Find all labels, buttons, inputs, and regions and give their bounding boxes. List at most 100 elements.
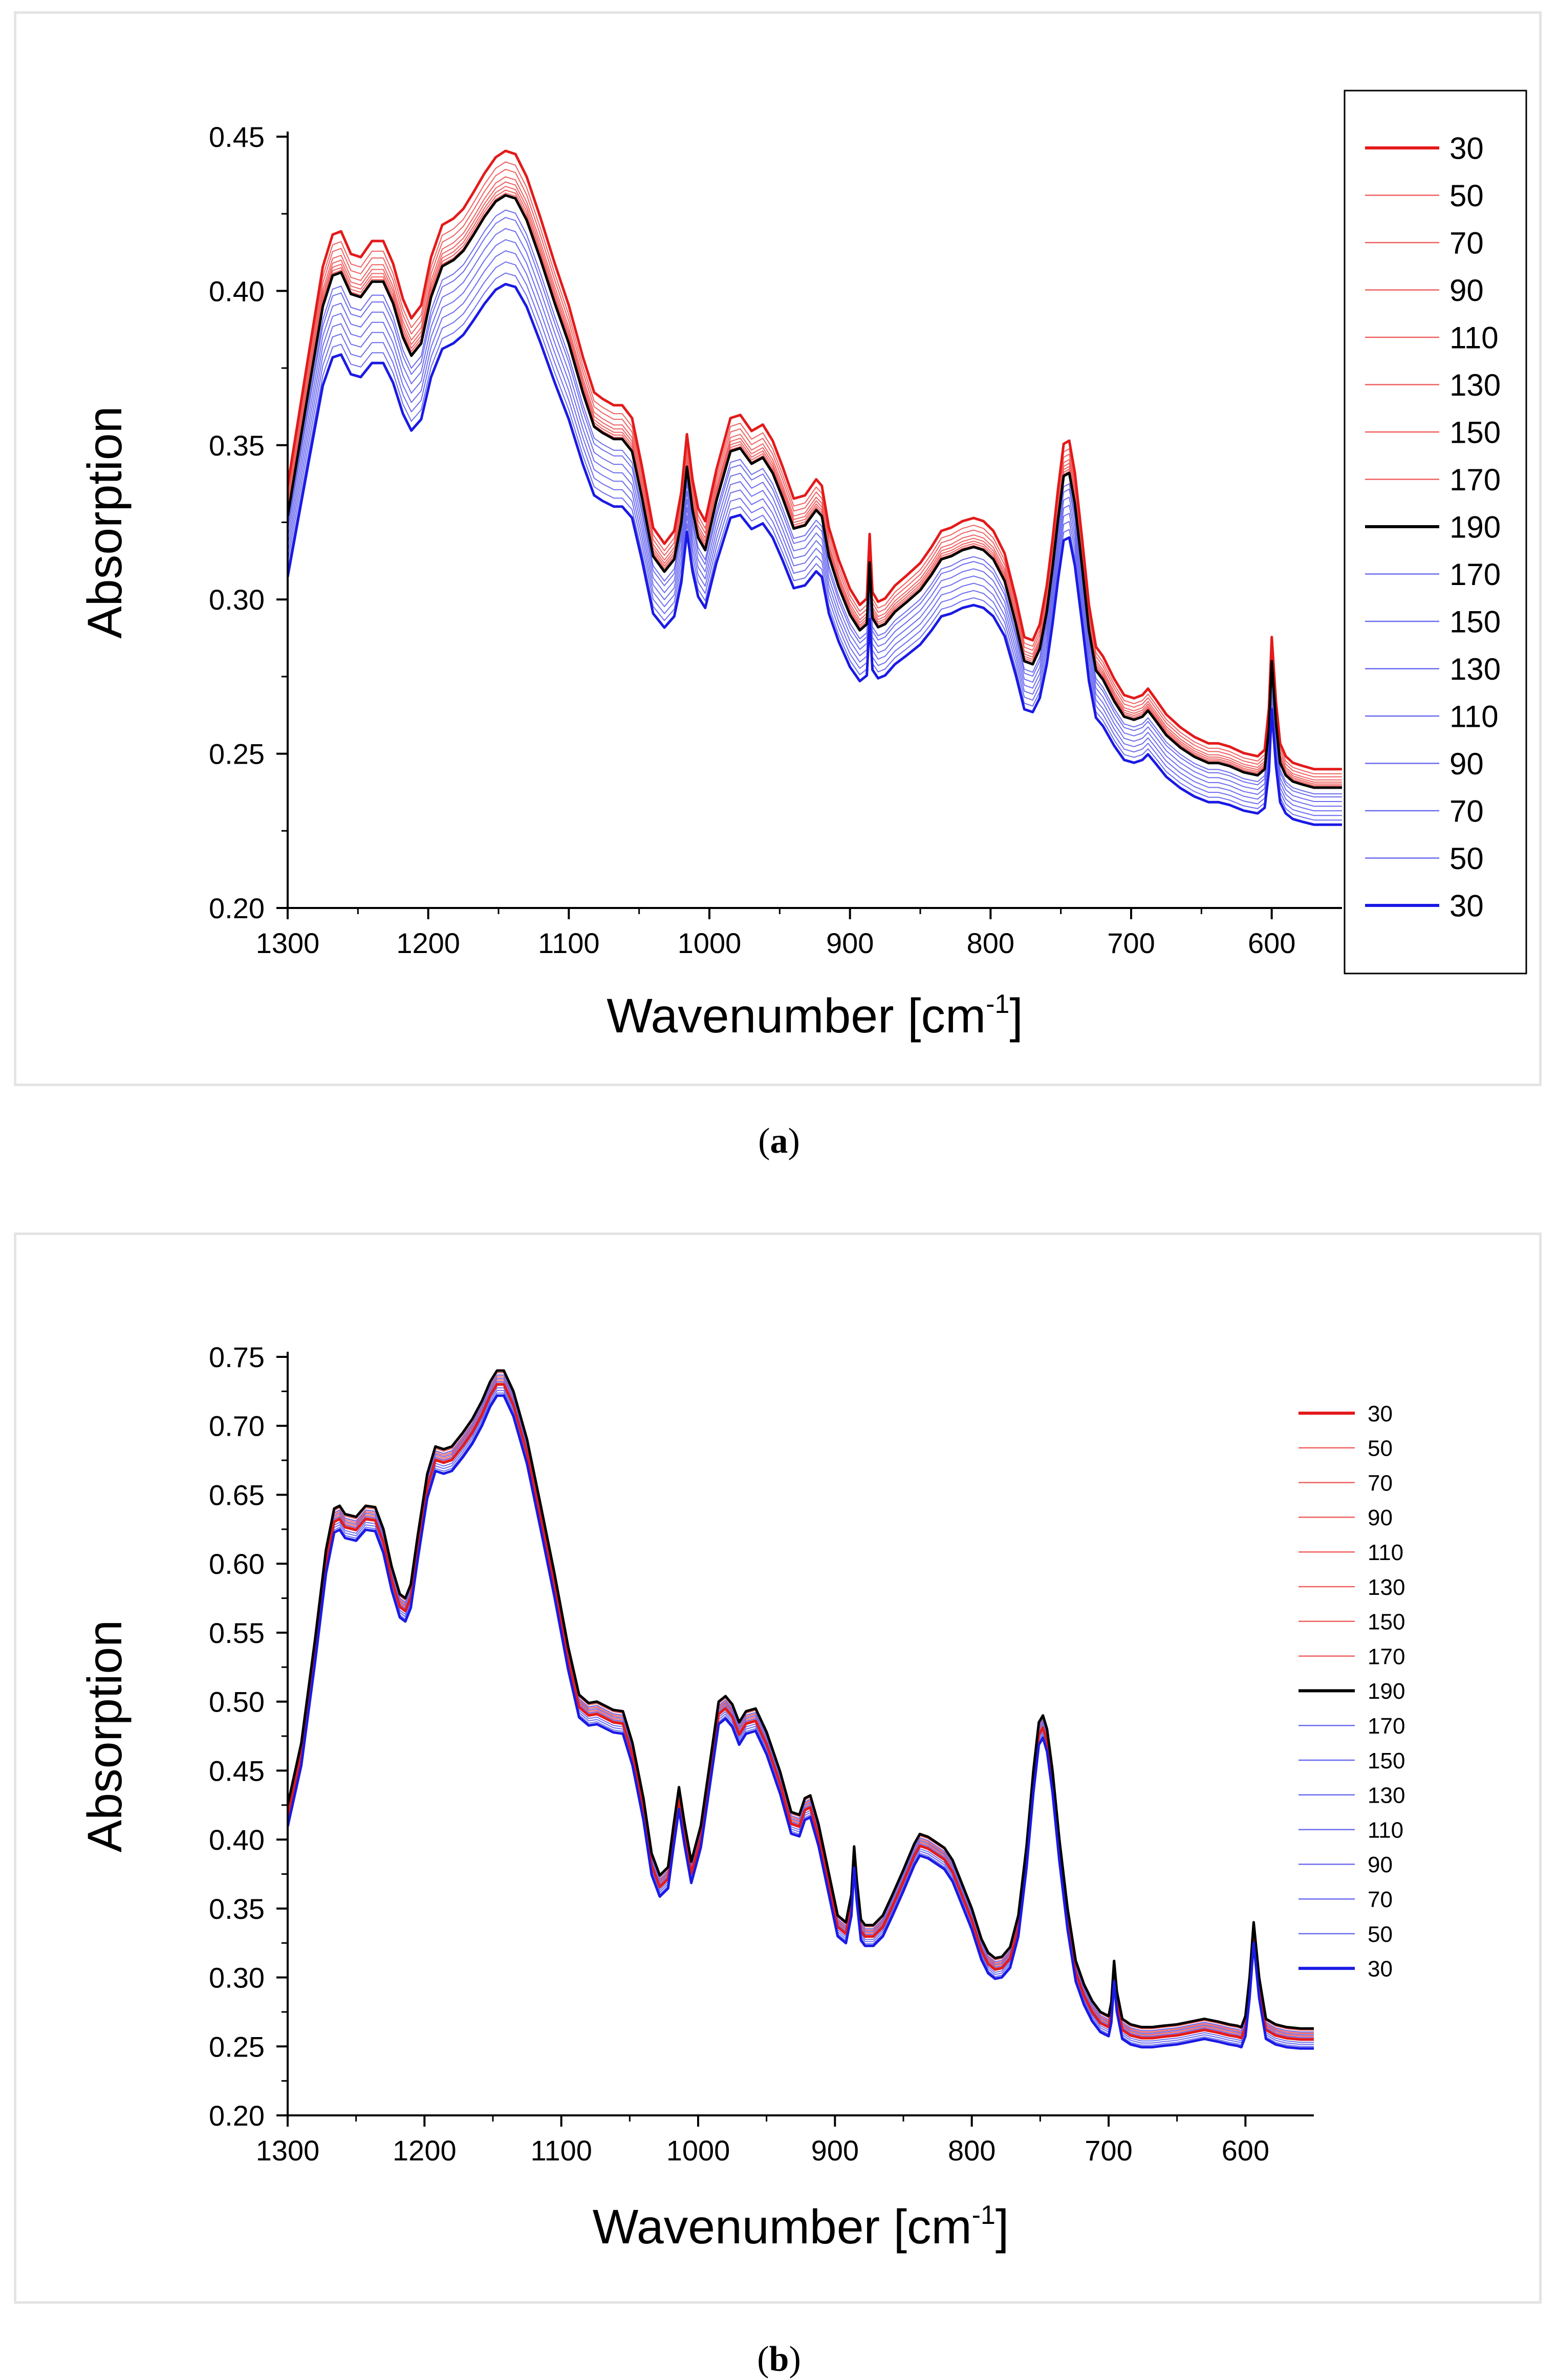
y-tick-label: 0.75 [209,1341,265,1373]
legend-label: 130 [1368,1575,1405,1600]
legend-label: 170 [1368,1714,1405,1739]
series-line-190-8 [288,194,1342,789]
legend-label: 130 [1368,1783,1405,1808]
x-tick-label: 700 [1085,2134,1132,2167]
legend-label: 130 [1449,652,1501,686]
x-axis-label-sup: -1 [972,2200,996,2230]
y-tick-label: 0.35 [209,1893,265,1925]
legend-label: 150 [1449,416,1501,450]
x-axis-label-end: ] [1009,989,1023,1043]
legend-label: 150 [1449,605,1501,639]
x-tick-label: 600 [1222,2134,1269,2167]
x-axis-label-sup: -1 [986,989,1009,1019]
x-tick-label: 700 [1107,927,1155,959]
x-tick-label: 600 [1248,927,1295,959]
legend-label: 30 [1449,132,1484,166]
legend-label: 150 [1368,1748,1405,1773]
legend-label: 90 [1368,1505,1393,1530]
x-tick-label: 800 [967,927,1014,959]
series-line-70-2 [288,1381,1314,2038]
series-line-150-10 [288,217,1342,797]
legend-label: 150 [1368,1610,1405,1635]
y-tick-label: 0.35 [209,429,265,462]
series-line-50-1 [288,161,1342,774]
y-tick-label: 0.40 [209,275,265,307]
chart-panel-b: 0.20 0.25 0.30 0.35 0.40 0.45 0.50 0.55 0.60 0.65… [14,1232,1542,2304]
legend-label: 110 [1449,700,1499,734]
legend-label: 110 [1368,1818,1403,1843]
series-line-130-5 [288,186,1342,785]
legend-label: 30 [1368,1957,1393,1982]
x-tick-label: 1100 [538,927,599,959]
series-line-130-5 [288,1376,1314,2034]
series-line-30-16 [288,1394,1314,2050]
x-tick-label: 1200 [393,2134,457,2167]
y-tick-label: 0.20 [209,2100,265,2132]
caption-a: (a) [0,1121,1558,1162]
series-line-90-13 [288,250,1342,812]
legend-label: 50 [1449,179,1484,213]
y-axis-label: Absorption [78,1620,132,1852]
y-tick-label: 0.55 [209,1617,265,1649]
legend-label: 170 [1368,1644,1405,1669]
legend-label: 170 [1449,557,1501,592]
y-tick-label: 0.65 [209,1479,265,1511]
series-group [288,1369,1314,2050]
x-tick-label: 1300 [256,2134,320,2167]
legend-label: 70 [1368,1470,1393,1496]
series-line-70-14 [288,1390,1314,2045]
legend-label: 90 [1449,747,1484,781]
x-tick-label: 900 [826,927,874,959]
y-tick-label: 0.45 [209,121,265,153]
series-line-50-15 [288,1392,1314,2047]
caption-b: (b) [0,2339,1558,2380]
legend-label: 50 [1449,841,1484,876]
legend-label: 170 [1449,463,1501,497]
x-tick-label: 1100 [530,2134,592,2167]
legend-label: 70 [1449,226,1484,261]
legend-label: 190 [1368,1679,1405,1704]
legend-box [1344,90,1527,975]
legend: 30 50 70 90 110 130 150 170 190 170 150 130 110 90 70 5… [1299,1401,1405,1982]
legend-label: 110 [1449,321,1499,355]
legend-label: 50 [1368,1922,1393,1947]
legend-label: 70 [1449,794,1484,829]
series-line-70-14 [288,261,1342,816]
x-axis-label-end: ] [996,2200,1009,2254]
x-tick-label: 1000 [678,927,742,959]
legend: 30 50 70 90 110 130 150 170 190 170 150 130 110 90 70 5… [1344,90,1527,975]
y-tick-label: 0.30 [209,583,265,616]
series-line-110-4 [288,1378,1314,2036]
series-line-110-12 [288,239,1342,807]
series-line-50-1 [288,1382,1314,2039]
legend-label: 190 [1449,510,1501,545]
legend-label: 90 [1368,1852,1393,1877]
series-line-50-15 [288,272,1342,821]
y-tick-label: 0.50 [209,1686,265,1718]
x-axis-label: Wavenumber [cm-1] [607,989,1023,1043]
caption-b-open: ( [757,2340,769,2379]
x-tick-label: 900 [811,2134,859,2167]
y-axis-label: Absorption [78,406,132,638]
y-tick-label: 0.45 [209,1755,265,1787]
x-axis-label-main: Wavenumber [cm [593,2200,972,2254]
y-tick-label: 0.25 [209,738,265,770]
caption-a-letter: a [770,1121,788,1161]
y-tick-label: 0.60 [209,1548,265,1580]
legend-label: 130 [1449,368,1501,402]
series-group [288,149,1342,826]
series-line-170-9 [288,209,1342,794]
series-line-170-7 [288,1372,1314,2031]
series-line-110-12 [288,1384,1314,2041]
series-line-170-7 [288,192,1342,788]
series-line-150-10 [288,1378,1314,2036]
caption-a-open: ( [758,1121,770,1161]
y-tick-label: 0.70 [209,1410,265,1442]
x-tick-label: 1000 [666,2134,730,2167]
caption-b-close: ) [789,2340,801,2379]
series-line-30-0 [288,149,1342,771]
x-axis-label: Wavenumber [cm-1] [593,2200,1009,2254]
x-tick-label: 1200 [396,927,460,959]
series-line-130-11 [288,1381,1314,2038]
series-line-90-13 [288,1387,1314,2043]
